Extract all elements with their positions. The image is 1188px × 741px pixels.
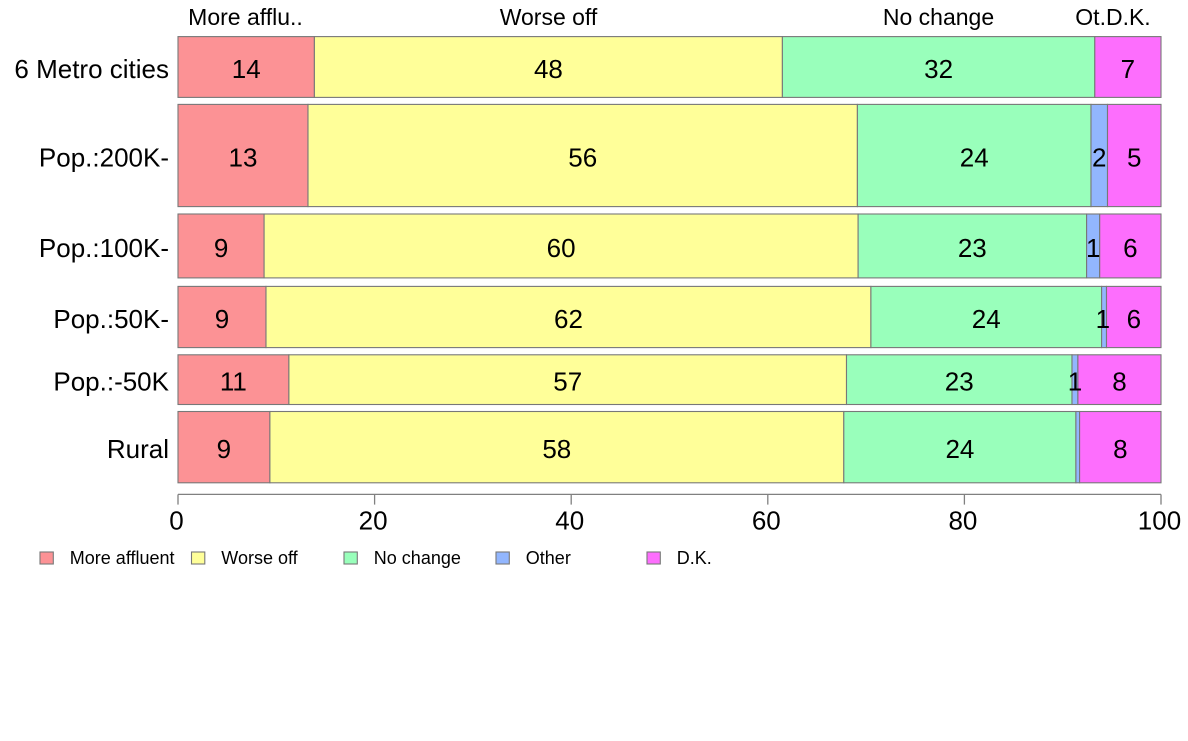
svg-text:1: 1 bbox=[1068, 367, 1082, 397]
svg-text:Rural: Rural bbox=[107, 434, 169, 464]
svg-text:5: 5 bbox=[1127, 143, 1141, 173]
svg-text:40: 40 bbox=[555, 506, 584, 536]
svg-text:More afflu..: More afflu.. bbox=[188, 4, 303, 30]
svg-text:11: 11 bbox=[220, 367, 247, 397]
svg-text:56: 56 bbox=[568, 143, 597, 173]
svg-text:9: 9 bbox=[214, 233, 228, 263]
svg-text:20: 20 bbox=[359, 506, 388, 536]
svg-text:14: 14 bbox=[232, 54, 261, 84]
svg-text:No change: No change bbox=[374, 548, 461, 568]
svg-text:0: 0 bbox=[169, 506, 183, 536]
svg-text:13: 13 bbox=[229, 143, 258, 173]
svg-text:Ot.D.K.: Ot.D.K. bbox=[1075, 4, 1150, 30]
svg-text:24: 24 bbox=[972, 304, 1001, 334]
svg-text:100: 100 bbox=[1138, 506, 1181, 536]
svg-text:D.K.: D.K. bbox=[677, 548, 712, 568]
svg-text:32: 32 bbox=[924, 54, 953, 84]
svg-text:Worse off: Worse off bbox=[221, 548, 298, 568]
svg-text:8: 8 bbox=[1112, 367, 1126, 397]
svg-text:48: 48 bbox=[534, 54, 563, 84]
svg-text:Other: Other bbox=[526, 548, 571, 568]
svg-text:62: 62 bbox=[554, 304, 583, 334]
svg-text:23: 23 bbox=[958, 233, 987, 263]
svg-text:6: 6 bbox=[1127, 304, 1141, 334]
svg-text:No change: No change bbox=[883, 4, 994, 30]
svg-text:1: 1 bbox=[1086, 233, 1100, 263]
svg-text:58: 58 bbox=[542, 434, 571, 464]
svg-text:8: 8 bbox=[1113, 434, 1127, 464]
svg-text:60: 60 bbox=[547, 233, 576, 263]
svg-text:24: 24 bbox=[945, 434, 974, 464]
svg-text:More affluent: More affluent bbox=[70, 548, 175, 568]
svg-text:60: 60 bbox=[752, 506, 781, 536]
svg-text:9: 9 bbox=[215, 304, 229, 334]
svg-text:80: 80 bbox=[948, 506, 977, 536]
svg-text:9: 9 bbox=[217, 434, 231, 464]
svg-text:Pop.:200K-: Pop.:200K- bbox=[39, 143, 169, 173]
svg-text:7: 7 bbox=[1121, 54, 1135, 84]
svg-text:Pop.:-50K: Pop.:-50K bbox=[53, 367, 169, 397]
svg-text:Pop.:50K-: Pop.:50K- bbox=[53, 304, 169, 334]
svg-text:2: 2 bbox=[1092, 143, 1106, 173]
svg-text:6 Metro cities: 6 Metro cities bbox=[14, 54, 169, 84]
svg-text:24: 24 bbox=[960, 143, 989, 173]
svg-text:Worse off: Worse off bbox=[500, 4, 598, 30]
svg-text:1: 1 bbox=[1096, 304, 1110, 334]
svg-text:Pop.:100K-: Pop.:100K- bbox=[39, 233, 169, 263]
svg-text:6: 6 bbox=[1123, 233, 1137, 263]
svg-text:57: 57 bbox=[553, 367, 582, 397]
svg-text:23: 23 bbox=[945, 367, 974, 397]
